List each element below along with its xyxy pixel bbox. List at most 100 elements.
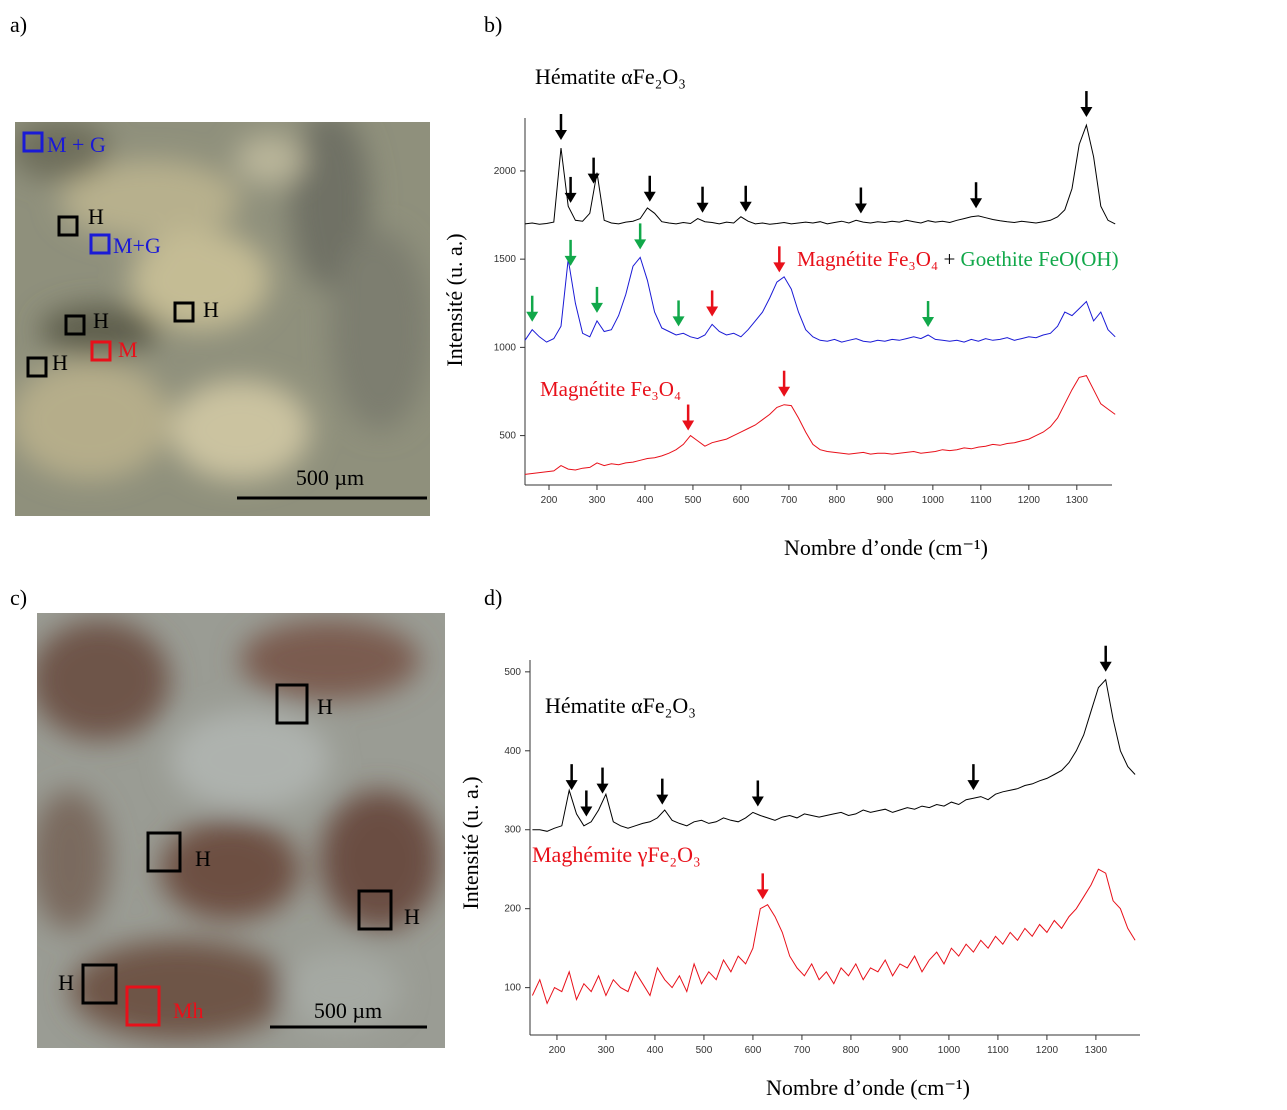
x-tick-label: 900: [877, 495, 894, 506]
panel-label: a): [10, 12, 27, 37]
x-tick-label: 400: [637, 495, 654, 506]
y-tick-label: 200: [504, 904, 521, 915]
x-tick-label: 300: [598, 1045, 615, 1056]
arrow-head: [656, 794, 669, 805]
roi-label: H: [93, 308, 109, 333]
peak-arrow: [751, 780, 764, 807]
roi-box: [275, 683, 309, 725]
annotation: Hématite αFe₂O₃: [545, 693, 696, 718]
roi-label: M + G: [47, 132, 106, 157]
panel-label: c): [10, 585, 27, 610]
arrow-head: [587, 173, 600, 184]
y-tick-label: 2000: [494, 166, 517, 177]
peak-arrow: [773, 246, 786, 273]
arrow-head: [634, 239, 647, 250]
x-tick-label: 700: [794, 1045, 811, 1056]
roi-box: [90, 340, 112, 362]
roi-box: [81, 963, 118, 1005]
panel-label: d): [484, 585, 502, 610]
arrow-head: [590, 302, 603, 313]
peak-arrow: [634, 223, 647, 250]
peak-arrow: [682, 404, 695, 431]
roi-box: [22, 131, 44, 153]
x-tick-label: 600: [733, 495, 750, 506]
roi-label: M+G: [113, 233, 161, 258]
annotation: Maghémite γFe₂O₃: [532, 842, 701, 867]
x-tick-label: 800: [843, 1045, 860, 1056]
arrow-head: [672, 316, 685, 327]
roi-box: [146, 831, 182, 873]
spectrum-line: [524, 375, 1116, 475]
peak-arrow: [778, 370, 791, 397]
peak-arrow: [706, 290, 719, 317]
annotation-part: Hématite αFe₂O₃: [545, 693, 696, 718]
arrow-head: [854, 203, 867, 214]
y-tick-label: 1000: [494, 342, 517, 353]
annotation: Hématite αFe₂O₃: [535, 64, 686, 89]
y-axis-title: Intensité (u. a.): [458, 776, 483, 909]
roi-label: H: [203, 297, 219, 322]
y-axis-title: Intensité (u. a.): [442, 233, 467, 366]
arrow-head: [526, 311, 539, 322]
roi-box: [26, 356, 48, 378]
spectrum-line: [532, 678, 1136, 832]
arrow-head: [696, 202, 709, 213]
x-tick-label: 200: [549, 1045, 566, 1056]
y-tick-label: 300: [504, 825, 521, 836]
x-tick-label: 500: [685, 495, 702, 506]
peak-arrow: [922, 301, 935, 328]
roi-box: [173, 301, 195, 323]
arrow-head: [565, 780, 578, 791]
roi-label: H: [404, 904, 420, 929]
annotation-part: Maghémite γFe₂O₃: [532, 842, 701, 867]
x-tick-label: 1100: [970, 495, 992, 506]
peak-arrow: [564, 239, 577, 266]
peak-arrow: [587, 157, 600, 184]
y-tick-label: 500: [499, 431, 516, 442]
y-tick-label: 500: [504, 667, 521, 678]
x-tick-label: 1000: [938, 1045, 961, 1056]
peak-arrow: [643, 175, 656, 202]
scale-bar-label: 500 µm: [296, 465, 364, 490]
arrow-head: [564, 255, 577, 266]
arrow-head: [1080, 107, 1093, 118]
annotation-part: +: [938, 247, 960, 271]
arrow-head: [554, 129, 567, 140]
y-tick-label: 100: [504, 983, 521, 994]
spectrum-line: [524, 256, 1116, 343]
x-tick-label: 400: [647, 1045, 664, 1056]
peak-arrow: [756, 873, 769, 900]
arrow-head: [773, 262, 786, 273]
peak-arrow: [672, 300, 685, 327]
peak-arrow: [696, 186, 709, 213]
annotation-part: Magnétite Fe₃O₄: [540, 377, 681, 401]
spectrum-line: [524, 123, 1116, 225]
x-axis-title: Nombre d’onde (cm⁻¹): [784, 535, 988, 560]
y-tick-label: 1500: [494, 254, 517, 265]
arrow-head: [778, 386, 791, 397]
arrow-head: [967, 780, 980, 791]
micrograph-c: [37, 613, 445, 1048]
peak-arrow: [526, 295, 539, 322]
roi-label: H: [58, 970, 74, 995]
roi-label: H: [52, 350, 68, 375]
arrow-head: [739, 201, 752, 212]
x-tick-label: 800: [829, 495, 846, 506]
roi-box: [64, 314, 86, 336]
peak-arrow: [967, 764, 980, 791]
micrograph-a: [15, 122, 430, 516]
roi-label: M: [118, 337, 138, 362]
peak-arrow: [590, 286, 603, 313]
peak-arrow: [564, 176, 577, 203]
peak-arrow: [554, 113, 567, 140]
annotation-part: Magnétite Fe₃O₄: [797, 247, 938, 271]
arrow-head: [643, 191, 656, 202]
peak-arrow: [596, 767, 609, 794]
x-tick-label: 1100: [987, 1045, 1009, 1056]
peak-arrow: [656, 778, 669, 805]
x-tick-label: 600: [745, 1045, 762, 1056]
arrow-head: [580, 806, 593, 817]
roi-label: H: [88, 204, 104, 229]
x-tick-label: 200: [541, 495, 558, 506]
roi-box: [125, 985, 161, 1027]
